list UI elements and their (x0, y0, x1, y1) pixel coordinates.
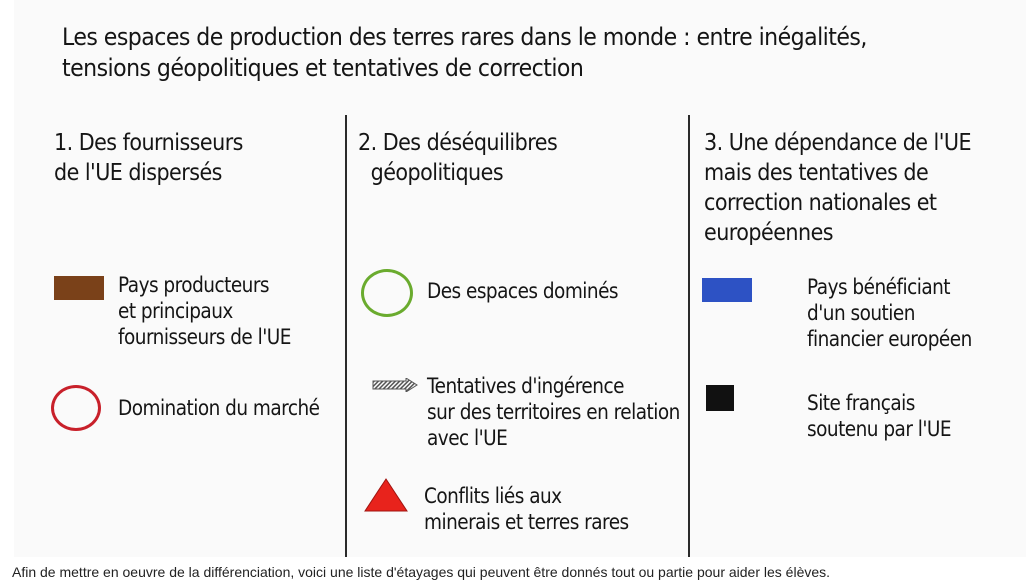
item-line: minerais et terres rares (424, 510, 629, 534)
item-line: sur des territoires en relation (427, 400, 680, 424)
legend-title: Les espaces de production des terres rar… (62, 22, 945, 84)
item-line: Pays producteurs (118, 273, 270, 297)
heading-line: mais des tentatives de (704, 160, 929, 186)
legend-item-producers: Pays producteurs et principaux fournisse… (118, 272, 291, 350)
black-square-icon (706, 385, 734, 411)
item-line: fournisseurs de l'UE (118, 325, 291, 349)
item-line: financier européen (807, 327, 972, 351)
item-line: Des espaces dominés (427, 279, 619, 303)
heading-line: 2. Des déséquilibres (358, 130, 558, 156)
item-line: avec l'UE (427, 426, 508, 450)
heading-line: de l'UE dispersés (54, 160, 222, 186)
item-line: Domination du marché (118, 396, 320, 420)
heading-line: européennes (704, 220, 834, 246)
legend-item-eu-funding: Pays bénéficiant d'un soutien financier … (807, 274, 972, 352)
item-line: Site français (807, 391, 915, 415)
heading-line: 3. Une dépendance de l'UE (704, 130, 972, 156)
title-line: Les espaces de production des terres rar… (62, 23, 867, 51)
legend-item-dominated-spaces: Des espaces dominés (427, 278, 619, 304)
legend-item-market-domination: Domination du marché (118, 395, 320, 421)
green-circle-icon (361, 269, 413, 317)
title-line: tensions géopolitiques et tentatives de … (62, 54, 584, 82)
blue-rectangle-icon (702, 278, 752, 302)
item-line: d'un soutien (807, 301, 915, 325)
column-divider (688, 115, 690, 557)
red-circle-icon (51, 385, 101, 431)
column-divider (345, 115, 347, 557)
item-line: soutenu par l'UE (807, 417, 952, 441)
item-line: Pays bénéficiant (807, 275, 951, 299)
column-2-heading: 2. Des déséquilibres géopolitiques (358, 128, 579, 188)
hatched-arrow-icon (372, 378, 418, 392)
legend-item-interference: Tentatives d'ingérence sur des territoir… (427, 373, 680, 451)
heading-line: géopolitiques (370, 160, 504, 186)
item-line: Conflits liés aux (424, 484, 562, 508)
heading-line: correction nationales et (704, 190, 937, 216)
legend-image: Les espaces de production des terres rar… (14, 0, 1026, 557)
item-line: Tentatives d'ingérence (427, 374, 624, 398)
legend-item-conflicts: Conflits liés aux minerais et terres rar… (424, 483, 629, 535)
caption-text: Afin de mettre en oeuvre de la différenc… (12, 564, 831, 580)
item-line: et principaux (118, 299, 233, 323)
column-1-heading: 1. Des fournisseurs de l'UE dispersés (54, 128, 264, 188)
brown-rectangle-icon (54, 276, 104, 300)
red-triangle-icon (364, 478, 408, 512)
heading-line: 1. Des fournisseurs (54, 130, 243, 156)
legend-item-french-site: Site français soutenu par l'UE (807, 390, 952, 442)
column-3-heading: 3. Une dépendance de l'UE mais des tenta… (704, 128, 1001, 248)
